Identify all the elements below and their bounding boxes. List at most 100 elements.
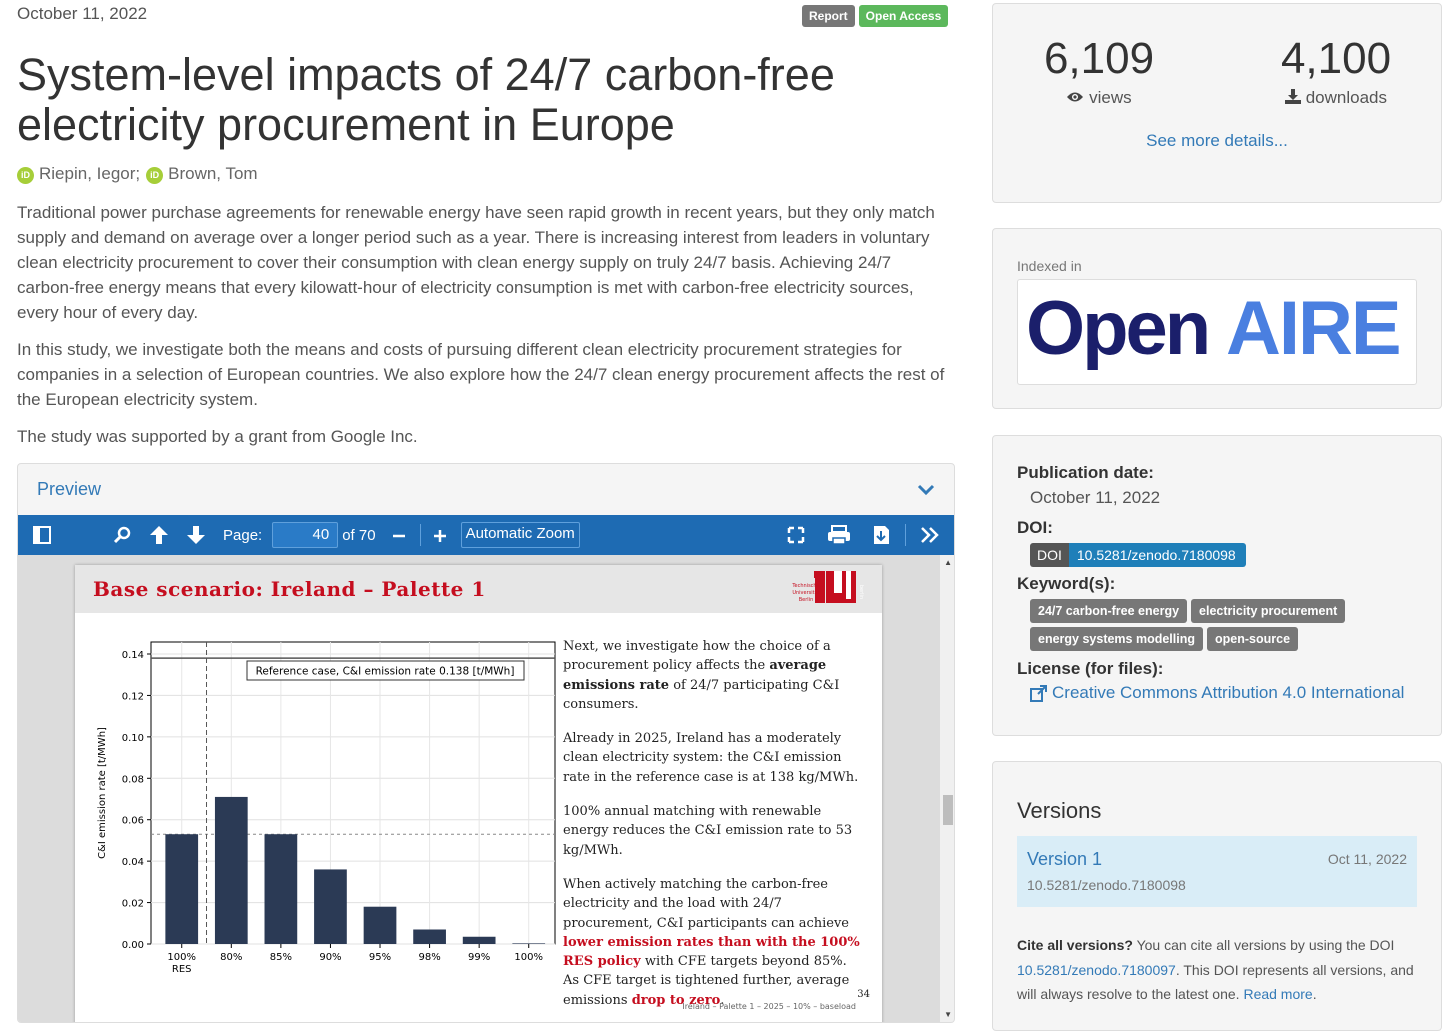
concept-doi-link[interactable]: 10.5281/zenodo.7180097	[1017, 961, 1176, 978]
download-icon	[1284, 89, 1301, 104]
page-number-input[interactable]: 40	[272, 522, 339, 548]
keyword-tag[interactable]: electricity procurement	[1191, 599, 1346, 623]
next-page-icon[interactable]	[179, 524, 213, 546]
publication-date-value: October 11, 2022	[1030, 488, 1161, 507]
preview-title[interactable]: Preview	[37, 479, 102, 499]
pdf-viewer[interactable]: Base scenario: Ireland – Palette 1 Techn…	[18, 555, 954, 1022]
preview-panel: Preview Page: 40 of 70 Automatic Zoom Ba…	[17, 463, 955, 1023]
record-title: System-level impacts of 24/7 carbon-free…	[17, 49, 835, 150]
x-tick-label: 90%	[319, 952, 341, 963]
pdf-page: Base scenario: Ireland – Palette 1 Techn…	[75, 565, 882, 1022]
zoom-select[interactable]: Automatic Zoom	[460, 522, 580, 548]
y-tick-label: 0.02	[122, 899, 144, 910]
doi-badge-value[interactable]: 10.5281/zenodo.7180098	[1068, 543, 1246, 567]
zoom-out-icon[interactable]	[382, 525, 416, 545]
bar	[314, 869, 347, 944]
cite-all-versions: Cite all versions? You can cite all vers…	[1017, 937, 1414, 1002]
pdf-scrollbar[interactable]: ▲ ▼	[940, 555, 954, 1022]
scroll-down-arrow-icon[interactable]: ▼	[944, 1010, 952, 1019]
keyword-tag[interactable]: open-source	[1207, 627, 1299, 651]
slide-paragraph: Next, we investigate how the choice of a…	[563, 639, 840, 712]
y-tick-label: 0.14	[122, 650, 144, 661]
bar	[363, 906, 397, 944]
reference-annotation-box	[246, 660, 525, 681]
search-icon[interactable]	[105, 525, 139, 545]
versions-panel: Versions Version 1 Oct 11, 2022 10.5281/…	[992, 761, 1442, 1031]
print-icon[interactable]	[817, 524, 861, 546]
open-access-badge: Open Access	[858, 5, 949, 27]
author-link[interactable]: Brown, Tom	[168, 164, 258, 183]
scrollbar-thumb[interactable]	[943, 795, 953, 825]
scroll-up-arrow-icon[interactable]: ▲	[944, 558, 952, 567]
page-label: Page:	[223, 526, 263, 544]
slide-header: Base scenario: Ireland – Palette 1 Techn…	[75, 565, 882, 613]
doi-badge[interactable]: DOI 10.5281/zenodo.7180098	[1030, 543, 1246, 567]
downloads-label: downloads	[1305, 88, 1387, 107]
preview-header[interactable]: Preview	[18, 464, 954, 515]
downloads-count: 4,100	[1280, 34, 1392, 83]
tu-berlin-logo: Technische Universität Berlin berlin	[791, 571, 864, 603]
y-axis-label: C&I emission rate [t/MWh]	[97, 727, 108, 859]
openaire-logo: Open AIRE	[1026, 286, 1402, 371]
keyword-tag[interactable]: 24/7 carbon-free energy	[1030, 599, 1188, 623]
pdf-toolbar: Page: 40 of 70 Automatic Zoom	[18, 515, 954, 555]
report-badge: Report	[802, 5, 855, 27]
zoom-in-icon[interactable]	[425, 525, 455, 545]
chevron-down-icon[interactable]	[917, 483, 935, 497]
download-icon[interactable]	[861, 524, 901, 546]
previous-page-icon[interactable]	[139, 524, 179, 546]
version-date: Oct 11, 2022	[1327, 851, 1407, 867]
slide-page-number: 34	[857, 989, 870, 1000]
svg-text:Technische: Technische	[791, 583, 819, 589]
keywords-label: Keyword(s):	[1017, 574, 1116, 593]
presentation-mode-icon[interactable]	[779, 525, 813, 545]
abstract-paragraph: In this study, we investigate both the m…	[17, 340, 945, 409]
external-link-icon	[1030, 684, 1047, 702]
reference-annotation: Reference case, C&I emission rate 0.138 …	[256, 666, 515, 678]
version-row[interactable]: Version 1 Oct 11, 2022 10.5281/zenodo.71…	[1017, 836, 1417, 907]
publication-date: October 11, 2022	[17, 4, 148, 23]
plot-area	[150, 641, 556, 945]
orcid-icon[interactable]: iD	[146, 166, 164, 184]
stats-panel: 6,109 views 4,100 downloads See more det…	[992, 3, 1442, 203]
publication-date-label: Publication date:	[1017, 463, 1154, 482]
bar	[512, 943, 546, 944]
license-text[interactable]: Creative Commons Attribution 4.0 Interna…	[1052, 683, 1405, 702]
emission-rate-chart: 0.000.020.040.060.080.100.120.14100%RES8…	[97, 641, 556, 975]
views-stat: 6,109 views	[999, 34, 1199, 108]
author-link[interactable]: Riepin, Iegor	[39, 164, 136, 183]
openaire-logo-link[interactable]: Open AIRE	[1017, 279, 1417, 385]
version-link[interactable]: Version 1	[1027, 849, 1103, 869]
metadata-panel: Publication date: October 11, 2022 DOI: …	[992, 435, 1442, 736]
slide-text: Next, we investigate how the choice of a…	[563, 637, 865, 1022]
doi-badge-key: DOI	[1030, 543, 1069, 567]
see-more-details-link[interactable]: See more details...	[1146, 131, 1288, 150]
slide-paragraph: 100% annual matching with renewable ener…	[563, 804, 853, 858]
abstract-paragraph: Traditional power purchase agreements fo…	[17, 203, 935, 322]
page-total: of 70	[342, 526, 376, 544]
y-tick-label: 0.10	[122, 733, 144, 744]
y-tick-label: 0.04	[122, 857, 144, 868]
eye-icon	[1067, 92, 1084, 102]
svg-text:Universität: Universität	[792, 590, 819, 596]
license-link[interactable]: Creative Commons Attribution 4.0 Interna…	[1030, 683, 1404, 703]
x-tick-label: 95%	[369, 952, 391, 963]
license-label: License (for files):	[1017, 659, 1164, 678]
read-more-link[interactable]: Read more	[1243, 986, 1313, 1002]
orcid-icon[interactable]: iD	[17, 166, 34, 184]
x-tick-label: 99%	[468, 952, 490, 963]
authors: iD Riepin, Iegor; iD Brown, Tom	[17, 164, 258, 184]
tools-menu-icon[interactable]	[910, 525, 950, 545]
version-doi: 10.5281/zenodo.7180098	[1027, 877, 1186, 893]
doi-label: DOI:	[1017, 518, 1053, 537]
x-tick-label: RES	[172, 964, 192, 975]
toolbar-separator	[905, 524, 906, 546]
x-tick-label: 80%	[220, 952, 242, 963]
abstract-paragraph: The study was supported by a grant from …	[17, 427, 418, 446]
y-tick-label: 0.08	[122, 774, 144, 785]
keyword-tag[interactable]: energy systems modelling	[1030, 627, 1204, 651]
sidebar-toggle-icon[interactable]	[25, 525, 59, 545]
cite-heading: Cite all versions?	[1017, 937, 1133, 953]
slide-title: Base scenario: Ireland – Palette 1	[93, 577, 486, 601]
bar	[264, 834, 298, 944]
